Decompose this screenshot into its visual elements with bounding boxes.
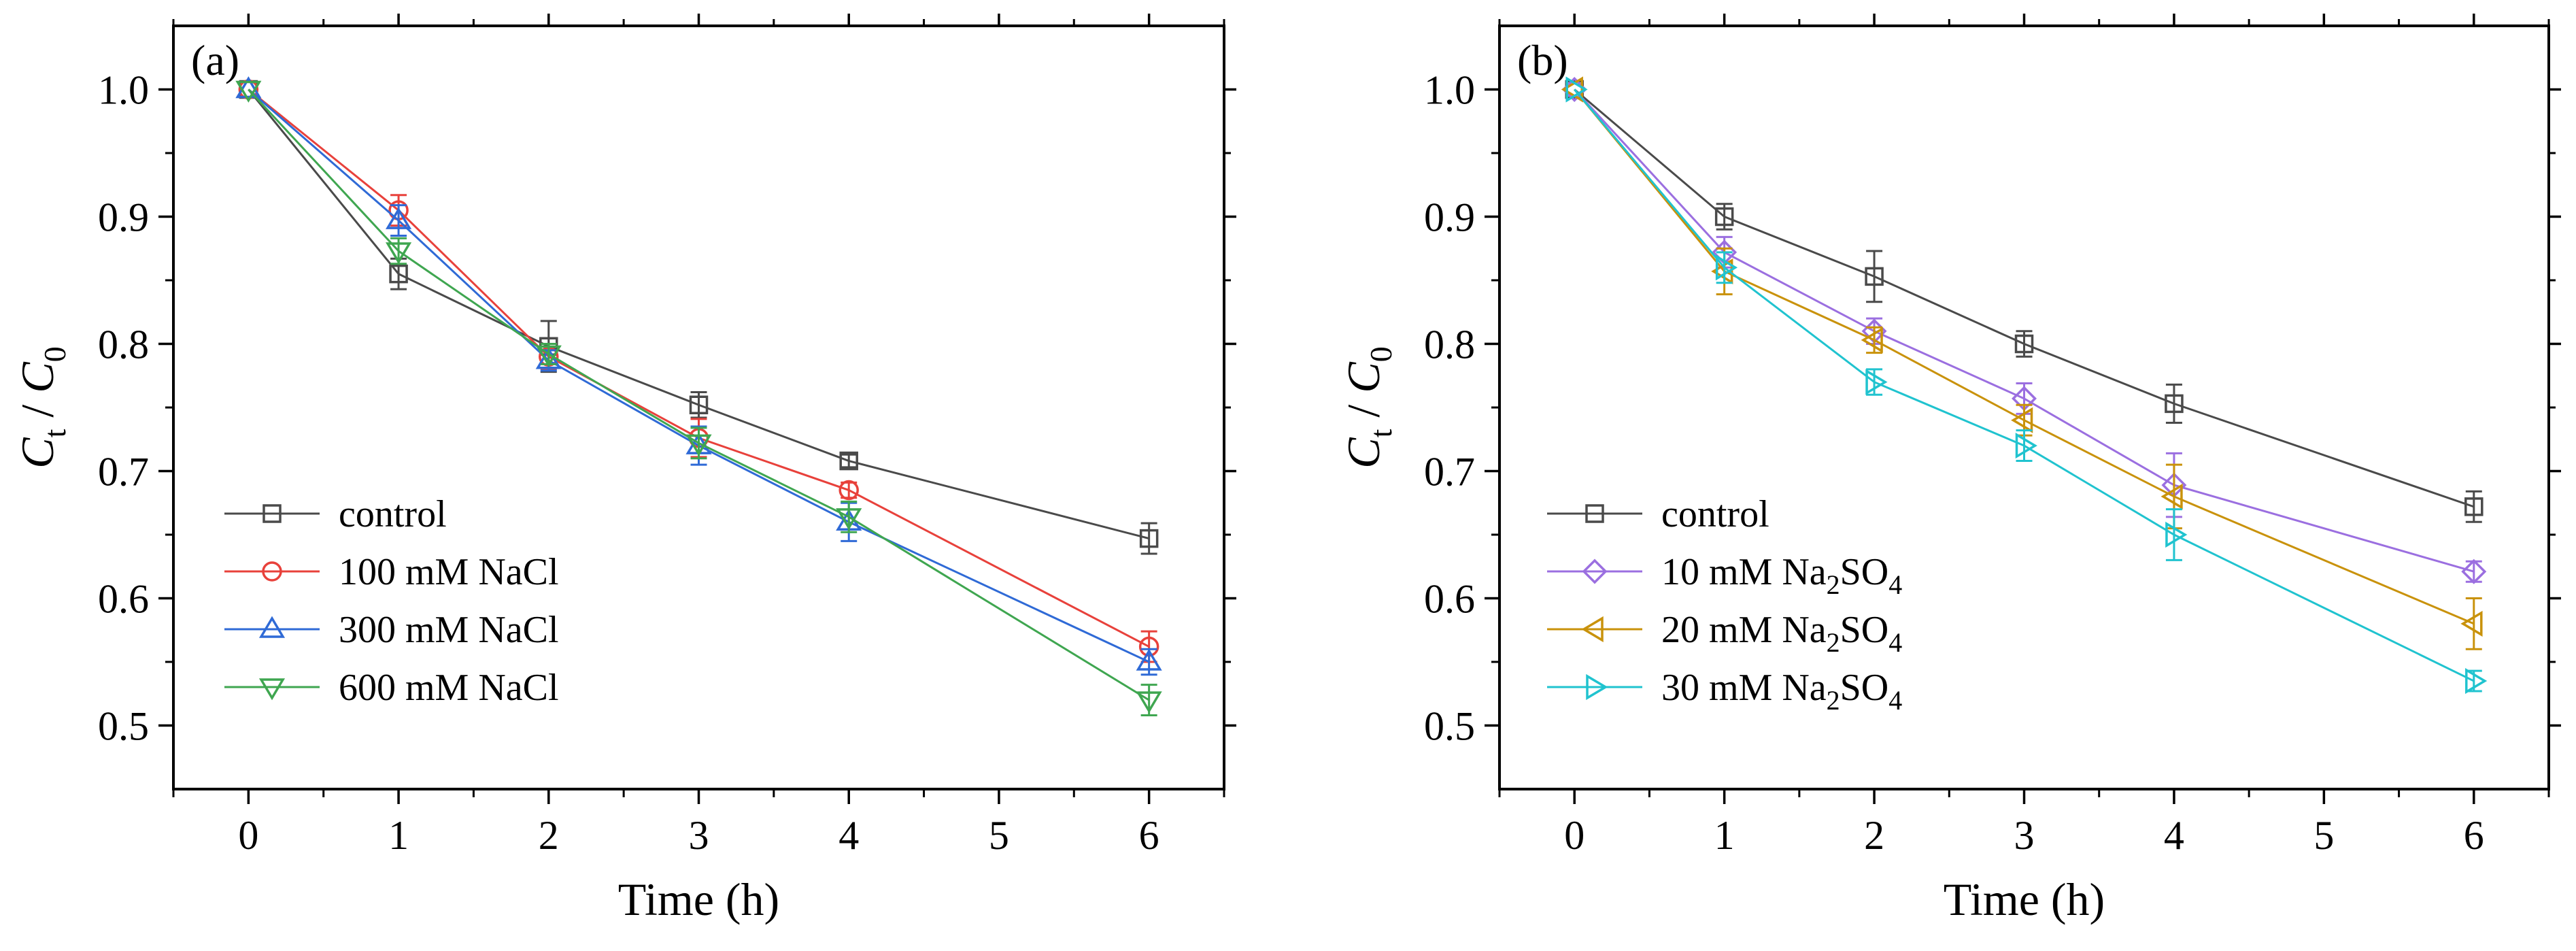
y-tick-label: 0.9	[98, 195, 149, 240]
data-point	[2014, 334, 2034, 354]
legend: control 10 mM Na2SO4 20 mM Na2SO4 30 mM Na2…	[1547, 493, 1902, 716]
data-point	[235, 80, 262, 103]
data-point	[2015, 433, 2037, 459]
data-point	[839, 451, 858, 471]
legend-marker	[262, 561, 282, 582]
data-point	[2011, 407, 2033, 433]
series-0	[1565, 80, 2484, 523]
panel-label: (b)	[1517, 36, 1568, 84]
legend-label: control	[1661, 493, 1769, 535]
legend-label: 600 mM NaCl	[339, 667, 559, 709]
legend-label: control	[339, 493, 447, 535]
y-tick-label: 0.8	[1424, 322, 1475, 367]
y-tick-label: 0.5	[1424, 704, 1475, 749]
data-point	[2165, 521, 2188, 548]
x-tick-label: 1	[1714, 813, 1735, 858]
series-line	[1574, 88, 2475, 625]
series-3	[235, 80, 1162, 717]
data-point	[1714, 207, 1734, 227]
series-3	[1565, 76, 2488, 695]
data-point	[386, 207, 412, 229]
series-2	[1561, 76, 2483, 650]
x-tick-label: 2	[539, 813, 559, 858]
y-tick-label: 0.8	[98, 322, 149, 367]
y-axis-title: Ct / C0	[1338, 346, 1398, 468]
data-point	[685, 434, 712, 456]
data-point	[2465, 667, 2488, 695]
data-point	[1565, 76, 1588, 103]
legend-marker	[1586, 673, 1608, 701]
series-line	[248, 88, 1150, 540]
legend-label: 300 mM NaCl	[339, 609, 559, 651]
data-point	[2460, 610, 2483, 637]
series-line	[1574, 88, 2475, 573]
data-point	[838, 480, 859, 501]
data-point	[689, 395, 709, 415]
data-point	[235, 76, 262, 99]
y-tick-label: 0.7	[98, 450, 149, 495]
series-0	[239, 80, 1159, 555]
series-line	[1574, 88, 2475, 682]
data-point	[1136, 648, 1162, 671]
panel-label: (a)	[191, 36, 239, 84]
y-tick-label: 0.9	[1424, 195, 1475, 240]
legend-marker	[262, 504, 282, 523]
legend-label: 100 mM NaCl	[339, 551, 559, 593]
data-point	[2461, 558, 2487, 584]
x-tick-label: 4	[2164, 813, 2184, 858]
x-axis-title: Time (h)	[618, 873, 779, 925]
legend-marker	[258, 678, 286, 701]
data-point	[389, 264, 408, 284]
data-point	[1865, 369, 1888, 395]
x-tick-label: 1	[388, 813, 409, 858]
data-point	[535, 345, 562, 367]
y-tick-label: 0.6	[98, 577, 149, 622]
data-point	[1715, 254, 1738, 281]
data-point	[386, 242, 412, 265]
panel-b: 0 1 2 3 4 5 6 0.5 0.6 0.7 0.8 0.9 1.0 Time (h) Ct / C0…	[1338, 14, 2561, 925]
y-tick-label: 0.5	[98, 704, 149, 749]
data-point	[1865, 267, 1884, 286]
x-tick-label: 6	[2464, 813, 2484, 858]
y-tick-label: 0.6	[1424, 577, 1475, 622]
legend-marker	[1582, 558, 1608, 584]
y-tick-label: 1.0	[1424, 68, 1475, 113]
legend-marker	[258, 616, 286, 638]
x-tick-label: 0	[1564, 813, 1584, 858]
x-tick-label: 2	[1864, 813, 1884, 858]
legend-marker	[1585, 504, 1604, 523]
data-point	[2160, 483, 2183, 510]
x-tick-label: 5	[2314, 813, 2334, 858]
y-tick-label: 0.7	[1424, 450, 1475, 495]
x-tick-label: 3	[2014, 813, 2035, 858]
x-tick-label: 6	[1139, 813, 1159, 858]
data-point	[2165, 394, 2184, 414]
x-axis-title: Time (h)	[1944, 873, 2105, 925]
series-line	[248, 88, 1150, 648]
x-tick-label: 5	[989, 813, 1009, 858]
data-point	[535, 347, 562, 369]
panel-a: 0 1 2 3 4 5 6 0.5 0.6 0.7 0.8 0.9 1.0 Time (h) Ct / C0…	[12, 14, 1236, 925]
legend: control 100 mM NaCl 300 mM NaCl 600 mM NaCl	[224, 493, 559, 709]
data-point	[1561, 76, 1583, 103]
x-tick-label: 3	[689, 813, 709, 858]
legend-label: 20 mM Na2SO4	[1661, 609, 1902, 658]
data-point	[1136, 691, 1162, 714]
x-tick-label: 4	[838, 813, 859, 858]
series-line	[1574, 88, 2475, 508]
series-line	[248, 88, 1150, 663]
legend-marker	[1581, 616, 1604, 643]
series-line	[248, 88, 1150, 701]
legend-label: 30 mM Na2SO4	[1661, 667, 1902, 716]
y-axis-title: Ct / C0	[12, 346, 72, 468]
x-tick-label: 0	[238, 813, 258, 858]
y-tick-label: 1.0	[98, 68, 149, 113]
data-point	[836, 508, 862, 531]
legend-label: 10 mM Na2SO4	[1661, 551, 1902, 600]
data-point	[1861, 327, 1883, 353]
data-point	[2464, 497, 2484, 516]
data-point	[1139, 529, 1159, 548]
